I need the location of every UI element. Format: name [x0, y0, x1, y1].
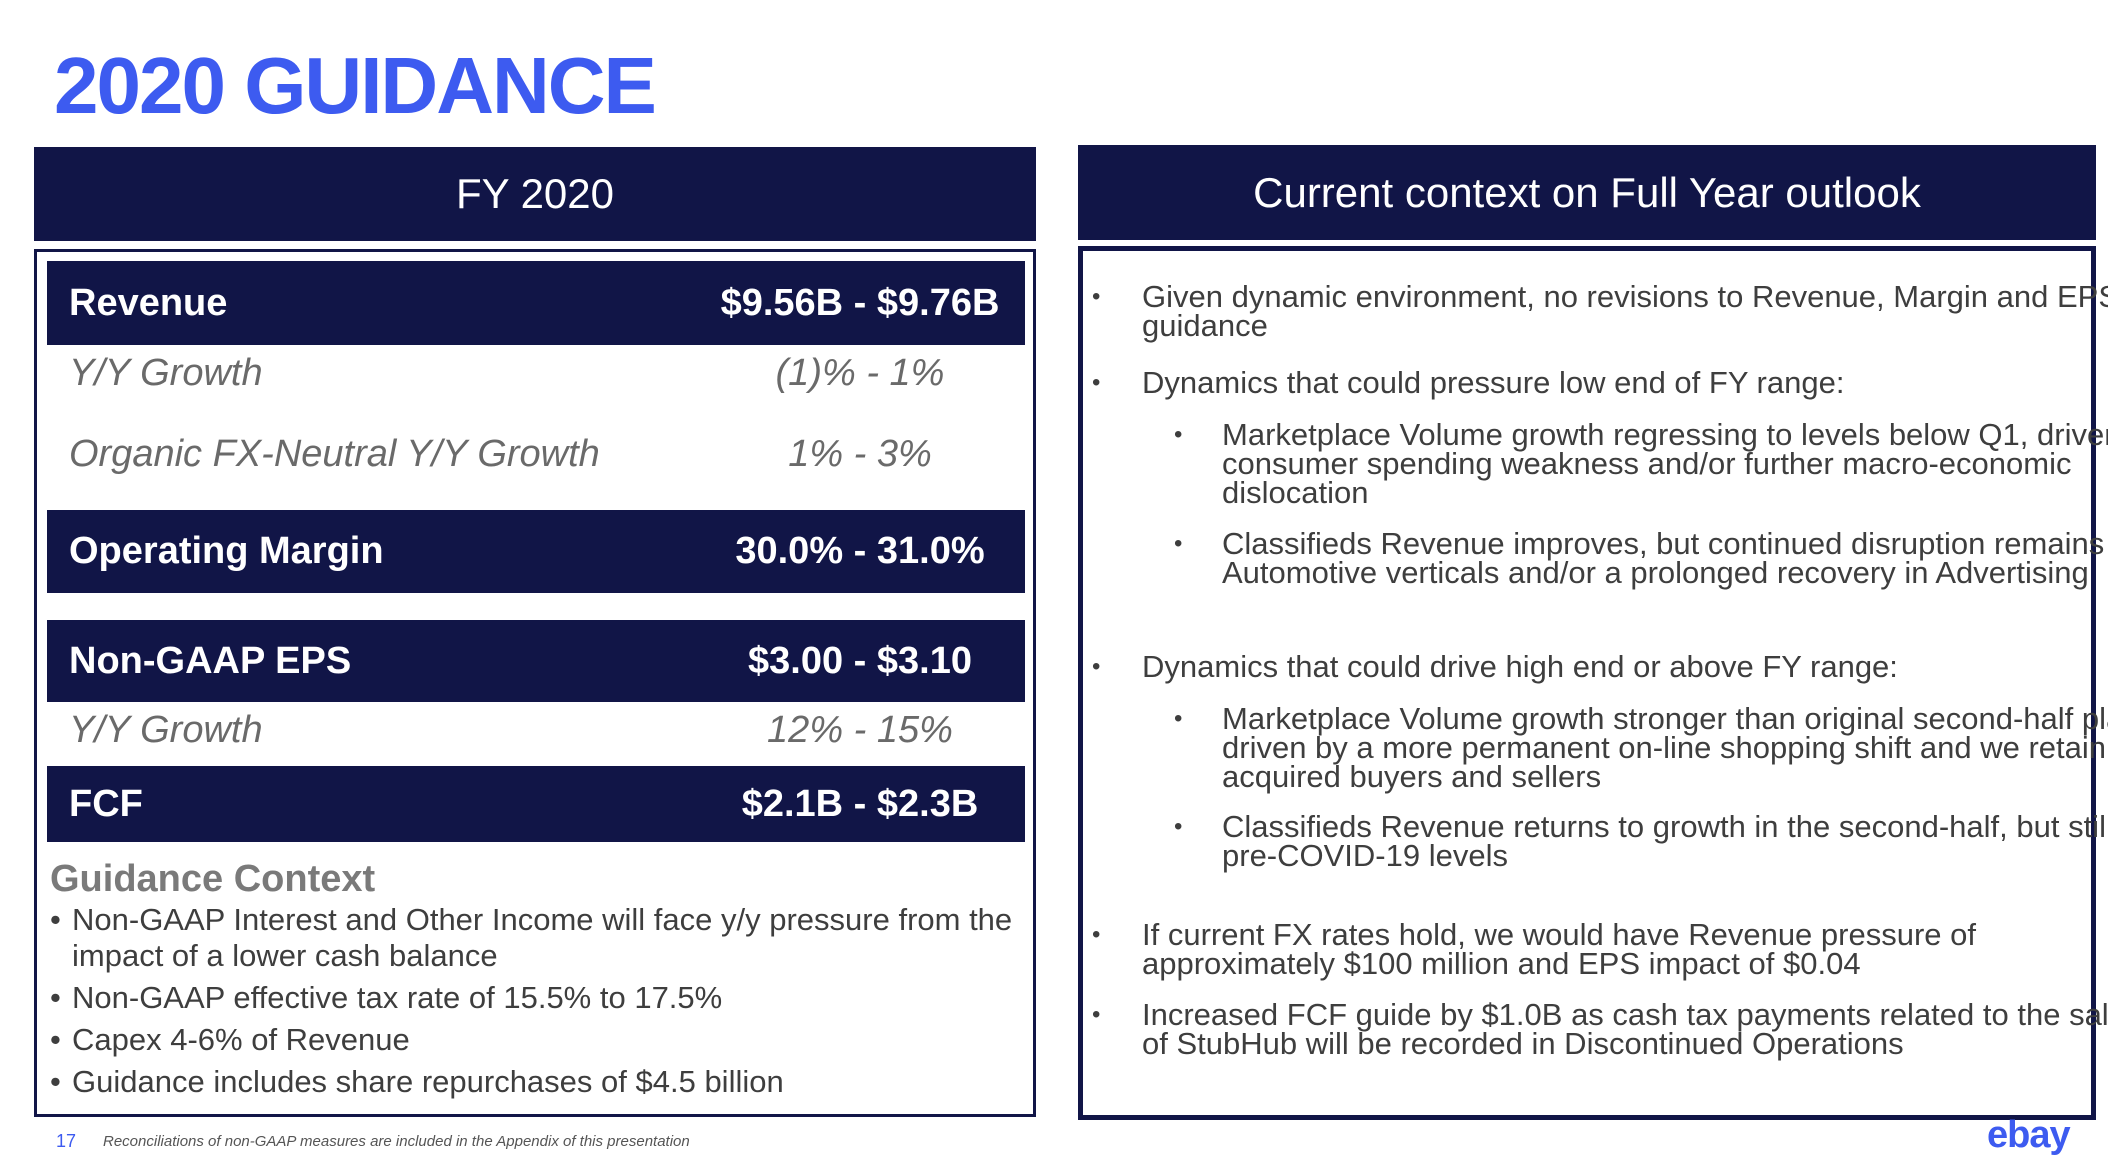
row-value: 1% - 3% [788, 432, 932, 475]
bullet-icon: • [1174, 705, 1183, 732]
operating-margin-row: Operating Margin 30.0% - 31.0% [47, 510, 1025, 593]
context-subitem-text: Marketplace Volume growth regressing to … [1222, 417, 2108, 510]
bullet-icon: • [1092, 921, 1101, 948]
row-label: Operating Margin [69, 530, 384, 572]
context-item: • If current FX rates hold, we would hav… [1092, 917, 2108, 981]
context-item: • Given dynamic environment, no revision… [1092, 279, 2108, 343]
context-subitem-text: Classifieds Revenue returns to growth in… [1222, 809, 2108, 873]
guidance-context-title: Guidance Context [50, 858, 376, 900]
guidance-context-list: Non-GAAP Interest and Other Income will … [50, 902, 1020, 1106]
row-value: (1)% - 1% [775, 351, 945, 394]
context-item-text: Dynamics that could pressure low end of … [1142, 365, 1845, 400]
page-title: 2020 GUIDANCE [54, 41, 657, 130]
context-item: • Dynamics that could pressure low end o… [1092, 365, 2108, 400]
context-subitem: • Marketplace Volume growth stronger tha… [1092, 701, 2108, 794]
row-label: Organic FX-Neutral Y/Y Growth [69, 432, 600, 475]
context-item-text: If current FX rates hold, we would have … [1142, 917, 1976, 981]
row-value: $3.00 - $3.10 [748, 639, 972, 682]
row-value: 12% - 15% [767, 708, 953, 751]
row-label: Y/Y Growth [69, 351, 263, 394]
bullet-icon: • [1174, 421, 1183, 448]
row-label: Non-GAAP EPS [69, 639, 352, 682]
context-header-label: Current context on Full Year outlook [1253, 168, 1921, 216]
ebay-logo: ebay [1987, 1114, 2071, 1156]
context-item-text: Increased FCF guide by $1.0B as cash tax… [1142, 997, 2108, 1061]
footnote: Reconciliations of non-GAAP measures are… [103, 1133, 690, 1150]
row-value: $2.1B - $2.3B [741, 782, 979, 825]
row-label: Revenue [69, 281, 228, 324]
context-item-text: Given dynamic environment, no revisions … [1142, 279, 2108, 343]
list-item: Non-GAAP Interest and Other Income will … [50, 902, 1020, 974]
organic-growth-row: Organic FX-Neutral Y/Y Growth 1% - 3% [47, 426, 1025, 482]
list-item: Non-GAAP effective tax rate of 15.5% to … [50, 980, 1020, 1016]
revenue-yy-growth-row: Y/Y Growth (1)% - 1% [47, 345, 1025, 401]
revenue-row: Revenue $9.56B - $9.76B [47, 261, 1025, 345]
bullet-icon: • [1174, 813, 1183, 840]
fy-header: FY 2020 [34, 147, 1036, 241]
bullet-icon: • [1092, 369, 1101, 396]
bullet-icon: • [1174, 530, 1183, 557]
row-label: Y/Y Growth [69, 708, 263, 751]
context-subitem-text: Classifieds Revenue improves, but contin… [1222, 526, 2108, 590]
eps-yy-growth-row: Y/Y Growth 12% - 15% [47, 702, 1025, 758]
context-item: • Increased FCF guide by $1.0B as cash t… [1092, 997, 2108, 1061]
page-number: 17 [56, 1131, 77, 1151]
context-panel [1078, 246, 2096, 1120]
context-item: • Dynamics that could drive high end or … [1092, 649, 2108, 684]
eps-row: Non-GAAP EPS $3.00 - $3.10 [47, 620, 1025, 702]
bullet-icon: • [1092, 1001, 1101, 1028]
bullet-icon: • [1092, 653, 1101, 680]
list-item: Capex 4-6% of Revenue [50, 1022, 1020, 1058]
row-value: 30.0% - 31.0% [735, 530, 985, 572]
context-item-text: Dynamics that could drive high end or ab… [1142, 649, 1898, 684]
bullet-icon: • [1092, 283, 1101, 310]
fy-header-label: FY 2020 [455, 170, 614, 217]
context-subitem: • Classifieds Revenue returns to growth … [1092, 809, 2108, 873]
row-value: $9.56B - $9.76B [720, 281, 1000, 324]
row-label: FCF [69, 782, 143, 825]
fcf-row: FCF $2.1B - $2.3B [47, 766, 1025, 842]
context-header: Current context on Full Year outlook [1078, 145, 2096, 240]
context-subitem-text: Marketplace Volume growth stronger than … [1222, 701, 2108, 794]
context-subitem: • Classifieds Revenue improves, but cont… [1092, 526, 2108, 590]
context-subitem: • Marketplace Volume growth regressing t… [1092, 417, 2108, 510]
list-item: Guidance includes share repurchases of $… [50, 1064, 1020, 1100]
